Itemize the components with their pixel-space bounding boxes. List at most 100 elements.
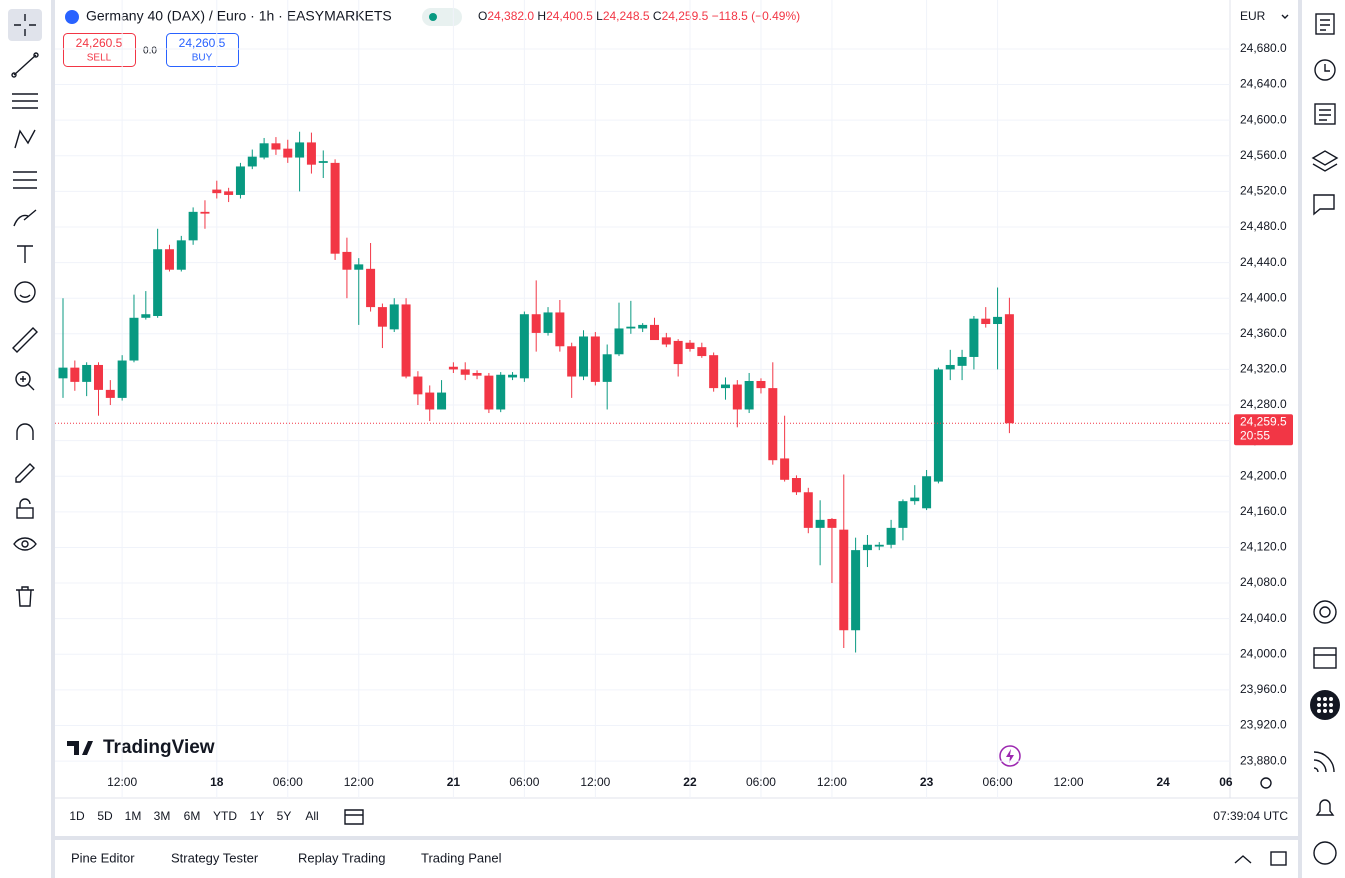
ruler-tool[interactable] — [12, 327, 38, 353]
text-tool[interactable] — [17, 245, 33, 263]
candle-body — [803, 492, 813, 528]
left-toolbar — [0, 0, 51, 878]
range-button[interactable]: 3M — [154, 809, 171, 823]
y-tick-label: 24,680.0 — [1240, 41, 1287, 55]
buy-label: BUY — [192, 53, 213, 64]
target-icon[interactable] — [1313, 600, 1337, 624]
clock: 07:39:04 UTC — [1213, 809, 1288, 823]
candle-body — [827, 518, 837, 528]
candle-body — [425, 392, 435, 410]
crosshair-tool[interactable] — [8, 9, 42, 41]
y-tick-label: 24,280.0 — [1240, 397, 1287, 411]
x-tick-label: 12:00 — [344, 775, 374, 789]
bottom-tab[interactable]: Replay Trading — [298, 850, 385, 865]
range-button[interactable]: 5Y — [277, 809, 292, 823]
y-tick-label: 24,600.0 — [1240, 112, 1287, 126]
y-tick-label: 23,880.0 — [1240, 753, 1287, 767]
y-tick-label: 24,640.0 — [1240, 77, 1287, 91]
range-button[interactable]: YTD — [213, 809, 237, 823]
y-tick-label: 24,560.0 — [1240, 148, 1287, 162]
maximize-icon[interactable] — [1270, 851, 1287, 866]
range-button[interactable]: 6M — [184, 809, 201, 823]
candle-body — [898, 501, 908, 528]
candle-body — [851, 550, 861, 631]
hide-tool[interactable] — [13, 537, 37, 551]
candle-body — [437, 392, 447, 410]
candle-body — [709, 355, 719, 389]
candle-body — [756, 380, 766, 389]
candle-body — [815, 519, 825, 528]
notifications-icon[interactable] — [1315, 799, 1335, 816]
ohlc-value: 24,259.5 — [662, 9, 709, 23]
currency-caret — [1281, 14, 1289, 19]
candle-body — [650, 324, 659, 341]
last-price-label: 24,259.5 — [1240, 414, 1287, 428]
sell-label: SELL — [87, 53, 112, 64]
layers-icon[interactable] — [1311, 150, 1339, 172]
brush-tool[interactable] — [13, 209, 37, 227]
candle-body — [496, 374, 506, 410]
chart-panel — [55, 0, 1298, 836]
apps-icon[interactable] — [1310, 690, 1340, 720]
bottom-tab[interactable]: Trading Panel — [421, 850, 502, 865]
candle-body — [874, 544, 884, 547]
x-tick-label: 18 — [210, 775, 224, 789]
buy-button[interactable] — [166, 33, 239, 67]
x-tick-label: 06:00 — [273, 775, 303, 789]
ohlc-readout: O24,382.0 H24,400.5 L24,248.5 C24,259.5 … — [478, 9, 800, 23]
pattern-tool[interactable] — [14, 129, 36, 149]
candle-body — [957, 356, 967, 366]
candle-body — [839, 529, 849, 631]
x-tick-label: 12:00 — [580, 775, 610, 789]
notes-icon[interactable] — [1314, 103, 1336, 125]
settings-icon[interactable] — [1260, 777, 1272, 789]
delete-tool[interactable] — [16, 586, 34, 607]
x-tick-label: 12:00 — [817, 775, 847, 789]
range-button[interactable]: All — [305, 809, 318, 823]
sell-button[interactable] — [63, 33, 136, 67]
candle-body — [153, 249, 163, 317]
line-tool[interactable] — [11, 52, 39, 78]
y-tick-label: 24,520.0 — [1240, 184, 1287, 198]
bottom-tab[interactable]: Strategy Tester — [171, 850, 259, 865]
watchlist-icon[interactable] — [1315, 13, 1335, 35]
forecast-tool[interactable] — [13, 171, 37, 189]
emoji-tool[interactable] — [14, 281, 36, 303]
fib-tool[interactable] — [12, 93, 38, 109]
symbol-title[interactable]: Germany 40 (DAX) / Euro · 1h · EASYMARKE… — [86, 8, 392, 24]
symbol-icon — [65, 10, 79, 24]
bottom-tab[interactable]: Pine Editor — [71, 850, 135, 865]
range-button[interactable]: 1M — [125, 809, 142, 823]
signal-icon[interactable] — [1313, 751, 1335, 773]
range-button[interactable]: 1D — [69, 809, 85, 823]
y-tick-label: 24,440.0 — [1240, 255, 1287, 269]
grid — [55, 0, 1230, 798]
range-button[interactable]: 1Y — [250, 809, 265, 823]
last-price-tag — [1234, 414, 1293, 446]
ohlc-key: H — [537, 9, 546, 23]
y-tick-label: 24,480.0 — [1240, 219, 1287, 233]
candle-body — [283, 148, 293, 158]
lock-tool[interactable] — [16, 498, 34, 519]
range-button[interactable]: 5D — [97, 809, 113, 823]
magnet-tool[interactable] — [16, 423, 34, 440]
candle-body — [969, 318, 979, 357]
candle-body — [389, 304, 399, 330]
candle-body — [697, 347, 707, 357]
lock-drawing-tool[interactable] — [15, 463, 35, 483]
ohlc-key: L — [596, 9, 603, 23]
y-tick-label: 23,920.0 — [1240, 718, 1287, 732]
alerts-icon[interactable] — [1314, 59, 1336, 81]
candle-body — [993, 316, 1003, 325]
calendar-icon[interactable] — [1313, 647, 1337, 669]
currency-select[interactable]: EUR — [1240, 9, 1266, 23]
chat-icon[interactable] — [1313, 194, 1335, 216]
collapse-icon[interactable] — [1234, 855, 1252, 864]
help-icon[interactable] — [1313, 841, 1337, 865]
date-range-icon[interactable] — [344, 809, 364, 825]
candle-body — [531, 314, 541, 333]
ohlc-key: O — [478, 9, 487, 23]
candle-body — [519, 314, 529, 379]
zoom-tool[interactable] — [15, 371, 35, 391]
